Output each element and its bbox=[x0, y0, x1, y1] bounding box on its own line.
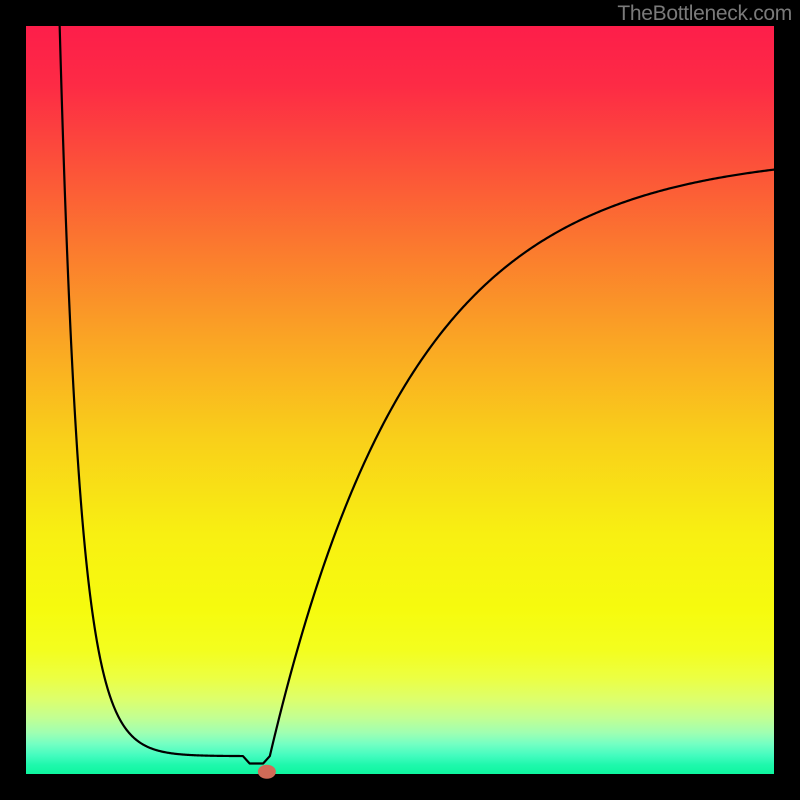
bottleneck-chart bbox=[0, 0, 800, 800]
plot-background bbox=[26, 26, 774, 774]
chart-container: TheBottleneck.com bbox=[0, 0, 800, 800]
notch-marker bbox=[258, 765, 276, 779]
watermark-text: TheBottleneck.com bbox=[617, 2, 792, 26]
